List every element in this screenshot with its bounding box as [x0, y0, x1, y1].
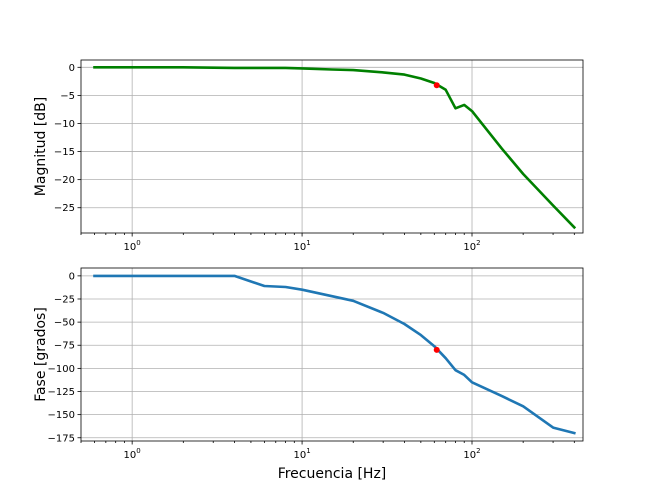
- phase-series-line-0: [93, 274, 576, 435]
- phase-ytick-label-1: −25: [54, 294, 75, 305]
- magnitude-ytick-label-2: −10: [54, 119, 75, 130]
- phase-axes-frame: [80, 267, 584, 442]
- magnitude-axes-frame: [80, 59, 584, 234]
- magnitude-xtick-label-2: 102: [463, 239, 480, 253]
- phase-ytick-label-2: −50: [54, 318, 75, 329]
- phase-ytick-label-0: 0: [69, 271, 75, 282]
- magnitude-series-line-0: [93, 66, 577, 230]
- magnitude-plot: 100 101 102 0 −5 −10 −15 −20 −25 Magnitud [dB]: [33, 59, 584, 253]
- phase-xtick-label-0: 100: [124, 447, 141, 461]
- magnitude-ytick-label-5: −25: [54, 203, 75, 214]
- magnitude-marker-0: [433, 82, 440, 89]
- magnitude-ytick-label-0: 0: [69, 63, 75, 74]
- magnitude-ytick-label-4: −20: [54, 175, 75, 186]
- phase-plot: 100 101 102 0 −25 −50 −75 −100 −125 −150 −175 Fase …: [33, 267, 584, 482]
- phase-xtick-label-2: 102: [463, 447, 480, 461]
- phase-ytick-label-4: −100: [48, 364, 75, 375]
- phase-xlabel: Frecuencia [Hz]: [278, 466, 387, 482]
- phase-ytick-label-5: −125: [48, 387, 75, 398]
- phase-marker-0: [433, 346, 440, 353]
- phase-ytick-label-3: −75: [54, 341, 75, 352]
- magnitude-xtick-label-0: 100: [124, 239, 141, 253]
- magnitude-ytick-label-3: −15: [54, 147, 75, 158]
- magnitude-ylabel: Magnitud [dB]: [33, 97, 49, 196]
- phase-xtick-label-1: 101: [293, 447, 310, 461]
- phase-ytick-label-7: −175: [48, 433, 75, 444]
- magnitude-ytick-label-1: −5: [60, 91, 75, 102]
- phase-ylabel: Fase [grados]: [33, 307, 49, 402]
- magnitude-xtick-label-1: 101: [293, 239, 310, 253]
- phase-ytick-label-6: −150: [48, 410, 75, 421]
